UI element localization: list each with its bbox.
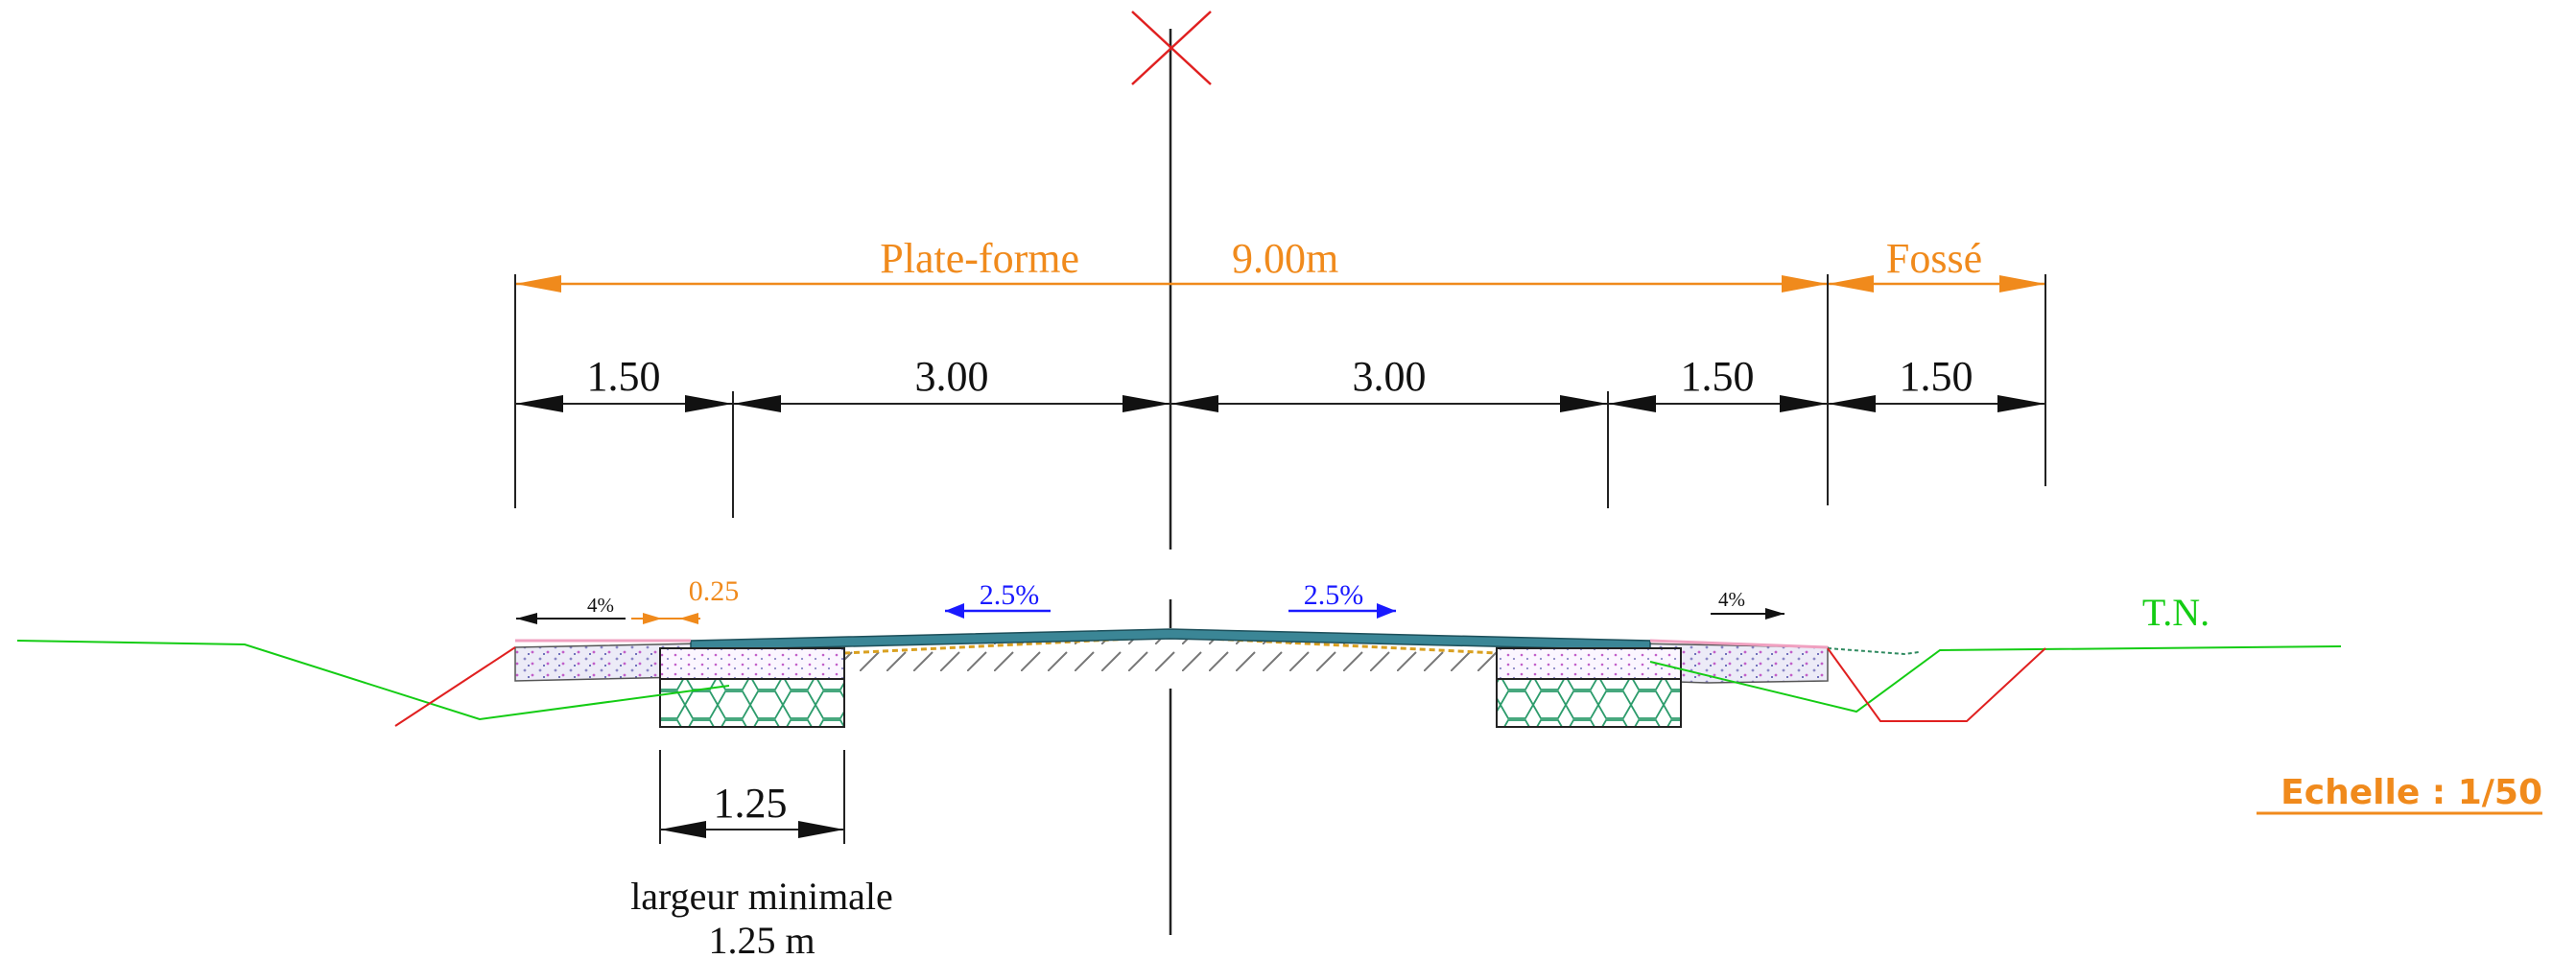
arrowhead-icon <box>1828 395 1876 412</box>
slope-left-lane: 2.5% <box>945 579 1051 619</box>
arrowhead-icon <box>1997 395 2045 412</box>
arrowhead-icon <box>515 275 561 292</box>
right-curb <box>1496 647 1682 728</box>
arrowhead-icon <box>643 613 662 624</box>
svg-text:2.5%: 2.5% <box>1304 579 1364 611</box>
arrowhead-icon <box>798 821 844 838</box>
left-curb <box>659 647 845 728</box>
svg-text:2.5%: 2.5% <box>980 579 1040 611</box>
dim-ditch-width: 1.50 <box>1900 353 1973 400</box>
cross-icon <box>1131 11 1212 85</box>
terrain-label: T.N. <box>2142 591 2210 634</box>
arrowhead-icon <box>660 821 706 838</box>
arrowhead-icon <box>516 613 537 624</box>
arrowhead-icon <box>1123 395 1170 412</box>
arrowhead-icon <box>733 395 781 412</box>
terrain-right-shoulder <box>1827 647 1920 656</box>
slope-right-shoulder: 4% <box>1711 588 1784 620</box>
ditch-label: Fossé <box>1886 235 1982 282</box>
right-ditch <box>1827 647 2046 722</box>
dim-left-lane: 3.00 <box>915 353 989 400</box>
svg-text:0.25: 0.25 <box>689 575 740 607</box>
arrowhead-icon <box>945 603 964 619</box>
foundation-width: 1.25 <box>714 780 788 827</box>
arrowhead-icon <box>1560 395 1608 412</box>
base-layer-right <box>1170 635 1498 655</box>
arrowhead-icon <box>679 613 698 624</box>
slope-left-shoulder: 4% <box>516 594 626 624</box>
terrain-left <box>16 640 730 721</box>
svg-text:4%: 4% <box>1718 588 1745 611</box>
arrowhead-icon <box>1765 608 1784 620</box>
left-cut-slope <box>394 646 516 727</box>
curb-offset-dimension: 0.25 <box>631 575 739 624</box>
terrain-right <box>1649 645 2342 713</box>
arrowhead-icon <box>515 395 563 412</box>
arrowhead-icon <box>1170 395 1218 412</box>
arrowhead-icon <box>685 395 733 412</box>
slope-right-lane: 2.5% <box>1288 579 1396 619</box>
foundation-note-line2: 1.25 m <box>708 919 815 959</box>
right-shoulder-surface <box>1649 639 1829 649</box>
platform-label: Plate-forme <box>880 235 1079 282</box>
platform-width: 9.00m <box>1232 235 1338 282</box>
arrowhead-icon <box>1377 603 1396 619</box>
dim-right-lane: 3.00 <box>1353 353 1427 400</box>
right-gabion-foundation <box>1496 678 1682 728</box>
arrowhead-icon <box>1608 395 1656 412</box>
dim-right-shoulder: 1.50 <box>1681 353 1755 400</box>
arrowhead-icon <box>1828 275 1874 292</box>
svg-text:4%: 4% <box>587 594 614 617</box>
foundation-note-line1: largeur minimale <box>630 875 893 918</box>
arrowhead-icon <box>1999 275 2045 292</box>
left-gabion-foundation <box>659 678 845 728</box>
arrowhead-icon <box>1782 275 1828 292</box>
dim-left-shoulder: 1.50 <box>587 353 661 400</box>
scale-label: Echelle : 1/50 <box>2281 773 2542 812</box>
arrowhead-icon <box>1780 395 1828 412</box>
